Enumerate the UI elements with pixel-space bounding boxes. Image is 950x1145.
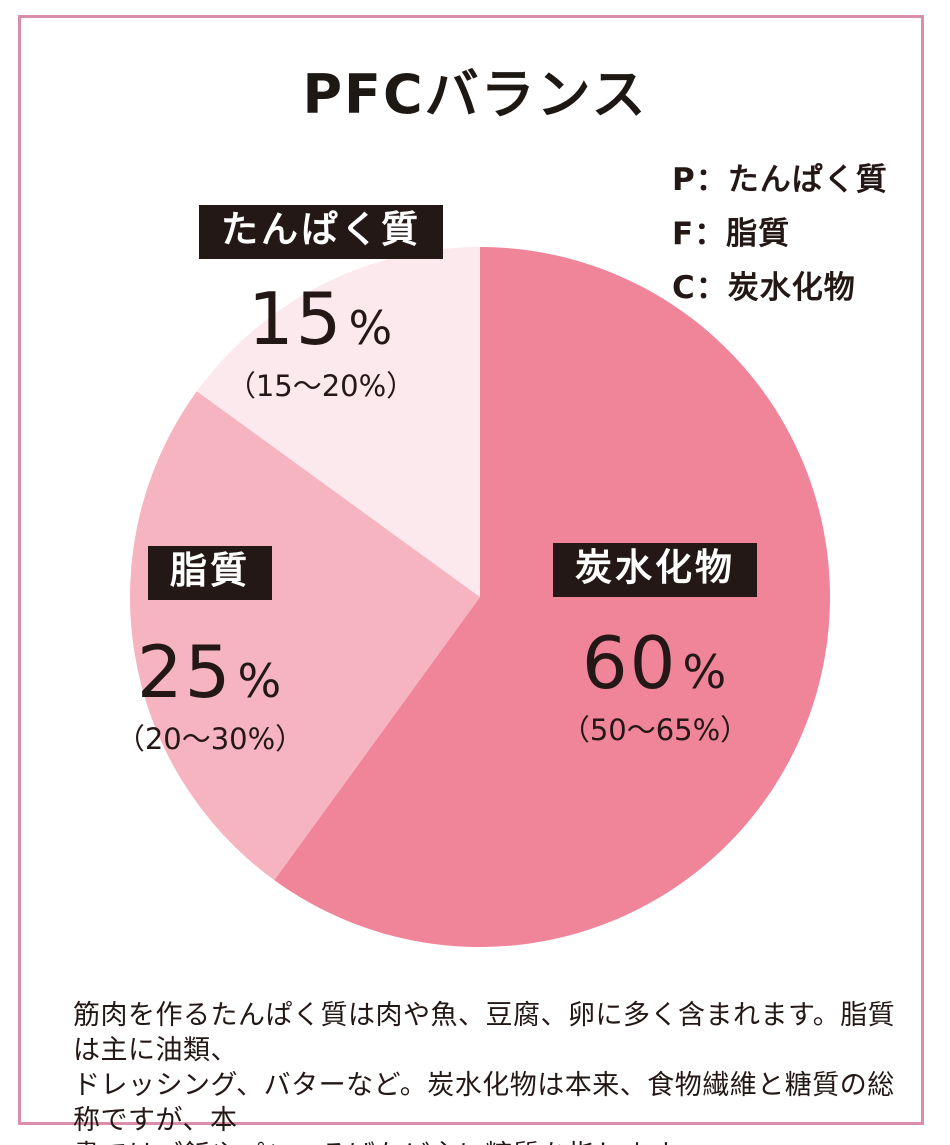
protein-percent-range: （15〜20%） [226, 368, 416, 403]
figure-title: PFCバランス [302, 63, 648, 126]
fat-name-tag: 脂質 [148, 546, 272, 600]
caption-line: 筋肉を作るたんぱく質は肉や魚、豆腐、卵に多く含まれます。脂質は主に油類、 [73, 1000, 896, 1066]
carb-percent-range: （50〜65%） [560, 712, 750, 747]
pie-slice-carbohydrate [274, 247, 830, 947]
percent-sign: % [682, 644, 729, 699]
figure-caption: 筋肉を作るたんぱく質は肉や魚、豆腐、卵に多く含まれます。脂質は主に油類、 ドレッ… [73, 998, 898, 1145]
slice-label-fat: 脂質 25% （20〜30%） [75, 546, 345, 758]
pie-slice-fat [130, 391, 480, 881]
pie-chart [130, 247, 830, 947]
fat-percent-range: （20〜30%） [115, 721, 305, 756]
caption-line: 書ではご飯やパン、そばなど主に糖質を指します。 [73, 1138, 898, 1145]
percent-sign: % [348, 300, 395, 355]
slice-label-carb: 炭水化物 60% （50〜65%） [520, 543, 790, 749]
slice-label-protein: たんぱく質 15% （15〜20%） [186, 205, 456, 405]
legend-item-protein: P：たんぱく質 [672, 162, 888, 198]
legend-item-fat: F：脂質 [672, 216, 791, 252]
carb-name-tag: 炭水化物 [553, 543, 757, 597]
carb-percent-value: 60% [581, 620, 729, 705]
pie-slice-protein [196, 247, 480, 597]
percent-sign: % [237, 653, 284, 708]
fat-percent-value: 25% [136, 629, 284, 714]
legend-item-carb: C：炭水化物 [672, 270, 856, 306]
pfc-legend: P：たんぱく質 F：脂質 C：炭水化物 [672, 153, 888, 315]
protein-name-tag: たんぱく質 [199, 205, 443, 259]
protein-percent-value: 15% [247, 276, 395, 361]
caption-line: ドレッシング、バターなど。炭水化物は本来、食物繊維と糖質の総称ですが、本 [73, 1070, 895, 1136]
